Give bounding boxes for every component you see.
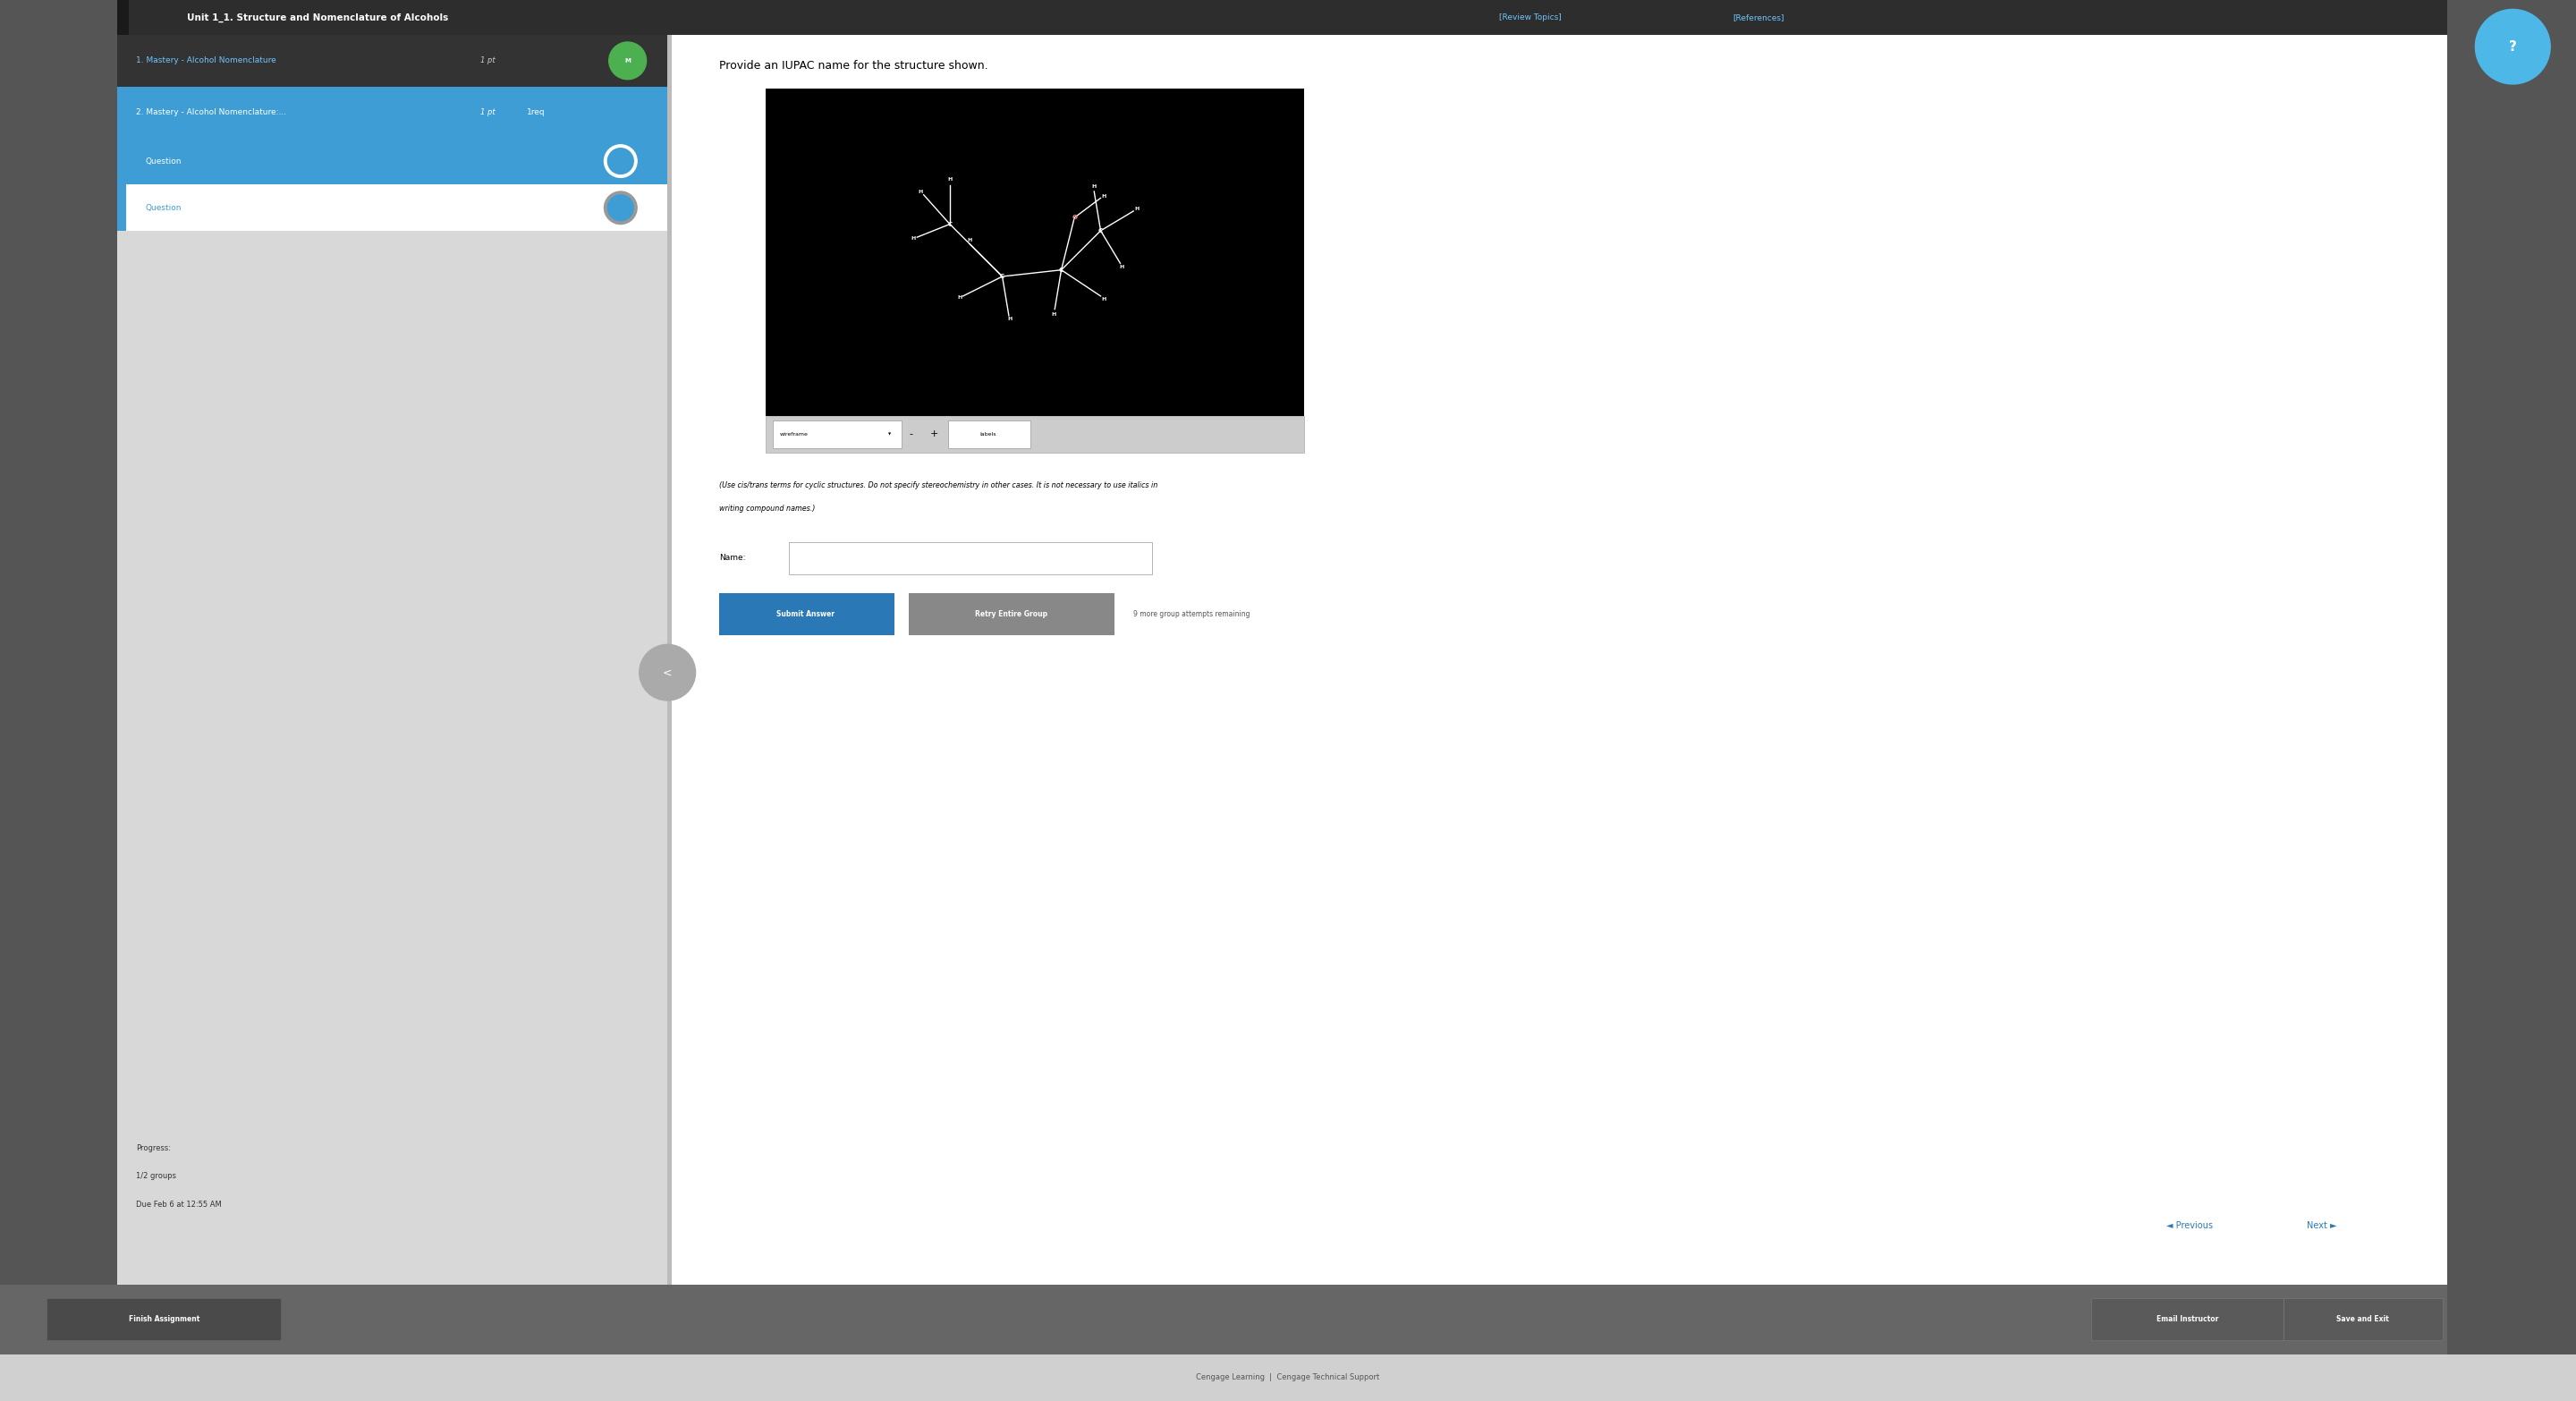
Text: H: H bbox=[912, 237, 914, 241]
Bar bbox=[948, 420, 1030, 448]
Bar bbox=[116, 35, 667, 87]
Bar bbox=[116, 185, 126, 231]
Text: ▼: ▼ bbox=[889, 433, 891, 436]
Text: -: - bbox=[909, 430, 912, 439]
Circle shape bbox=[639, 644, 696, 700]
Bar bbox=[2447, 0, 2576, 1401]
Text: ?: ? bbox=[2509, 41, 2517, 53]
Text: H: H bbox=[1103, 193, 1105, 199]
Text: H: H bbox=[1103, 297, 1105, 301]
Bar bbox=[116, 231, 667, 1215]
Text: C: C bbox=[1059, 268, 1064, 273]
Text: writing compound names.): writing compound names.) bbox=[719, 504, 814, 513]
Text: H: H bbox=[1133, 207, 1139, 212]
Text: Save and Exit: Save and Exit bbox=[2336, 1316, 2388, 1324]
Bar bbox=[116, 1215, 667, 1401]
Text: H: H bbox=[1007, 317, 1012, 321]
Bar bbox=[909, 593, 1115, 635]
Bar bbox=[672, 35, 2447, 1285]
Text: Name:: Name: bbox=[719, 553, 744, 562]
Text: H: H bbox=[966, 238, 971, 242]
Text: Unit 1_1. Structure and Nomenclature of Alcohols: Unit 1_1. Structure and Nomenclature of … bbox=[188, 13, 448, 22]
Text: H: H bbox=[917, 189, 922, 193]
Text: Retry Entire Group: Retry Entire Group bbox=[976, 609, 1048, 618]
Circle shape bbox=[608, 195, 634, 220]
Circle shape bbox=[2476, 10, 2550, 84]
Bar bbox=[116, 185, 667, 231]
Bar bbox=[719, 593, 894, 635]
Bar bbox=[116, 0, 129, 35]
Text: [Review Topics]: [Review Topics] bbox=[1499, 14, 1561, 21]
Text: 1 pt: 1 pt bbox=[479, 108, 495, 116]
Bar bbox=[2282, 1299, 2442, 1341]
Text: Due Feb 6 at 12:55 AM: Due Feb 6 at 12:55 AM bbox=[137, 1201, 222, 1208]
Bar bbox=[0, 1285, 2447, 1355]
Bar bbox=[0, 1355, 2576, 1401]
Bar bbox=[667, 35, 672, 1285]
Text: Email Instructor: Email Instructor bbox=[2156, 1316, 2218, 1324]
Text: wireframe: wireframe bbox=[781, 432, 809, 437]
Text: C: C bbox=[1097, 228, 1103, 234]
Circle shape bbox=[608, 42, 647, 80]
Text: Finish Assignment: Finish Assignment bbox=[129, 1316, 198, 1324]
Text: M: M bbox=[623, 57, 631, 63]
Circle shape bbox=[605, 192, 636, 224]
Text: [References]: [References] bbox=[1734, 14, 1785, 21]
Bar bbox=[765, 416, 1303, 453]
Text: <: < bbox=[662, 667, 672, 678]
Bar bbox=[116, 0, 2447, 35]
Text: H: H bbox=[1051, 312, 1056, 317]
Bar bbox=[765, 88, 1303, 416]
Bar bbox=[46, 1299, 281, 1341]
Bar bbox=[788, 542, 1151, 574]
Text: C: C bbox=[999, 273, 1005, 279]
Text: H: H bbox=[1092, 184, 1097, 189]
Text: H: H bbox=[958, 296, 961, 300]
Text: 1 pt: 1 pt bbox=[479, 56, 495, 64]
Text: Submit Answer: Submit Answer bbox=[775, 609, 835, 618]
Circle shape bbox=[608, 149, 634, 174]
Text: 1. Mastery - Alcohol Nomenclature: 1. Mastery - Alcohol Nomenclature bbox=[137, 56, 276, 64]
Text: C: C bbox=[948, 221, 953, 227]
Bar bbox=[116, 87, 667, 137]
Text: Question: Question bbox=[144, 203, 180, 212]
Text: +: + bbox=[930, 430, 938, 439]
Text: 1/2 groups: 1/2 groups bbox=[137, 1173, 175, 1180]
Bar bbox=[0, 0, 116, 1401]
Bar bbox=[116, 137, 667, 185]
Text: 2. Mastery - Alcohol Nomenclature:...: 2. Mastery - Alcohol Nomenclature:... bbox=[137, 108, 286, 116]
Text: Next ►: Next ► bbox=[2306, 1222, 2336, 1230]
Bar bbox=[773, 420, 902, 448]
Text: O: O bbox=[1072, 214, 1077, 220]
Text: H: H bbox=[1121, 265, 1123, 269]
Circle shape bbox=[605, 144, 636, 178]
Text: ◄ Previous: ◄ Previous bbox=[2166, 1222, 2213, 1230]
Text: H: H bbox=[948, 178, 953, 182]
Text: 9 more group attempts remaining: 9 more group attempts remaining bbox=[1133, 609, 1249, 618]
Text: Cengage Learning  |  Cengage Technical Support: Cengage Learning | Cengage Technical Sup… bbox=[1195, 1373, 1381, 1381]
Text: 1req: 1req bbox=[528, 108, 546, 116]
Bar bbox=[2092, 1299, 2282, 1341]
Text: labels: labels bbox=[979, 432, 997, 437]
Text: Question: Question bbox=[144, 157, 180, 165]
Text: Progress:: Progress: bbox=[137, 1145, 170, 1152]
Text: (Use cis/trans terms for cyclic structures. Do not specify stereochemistry in ot: (Use cis/trans terms for cyclic structur… bbox=[719, 481, 1157, 489]
Text: Provide an IUPAC name for the structure shown.: Provide an IUPAC name for the structure … bbox=[719, 60, 987, 71]
